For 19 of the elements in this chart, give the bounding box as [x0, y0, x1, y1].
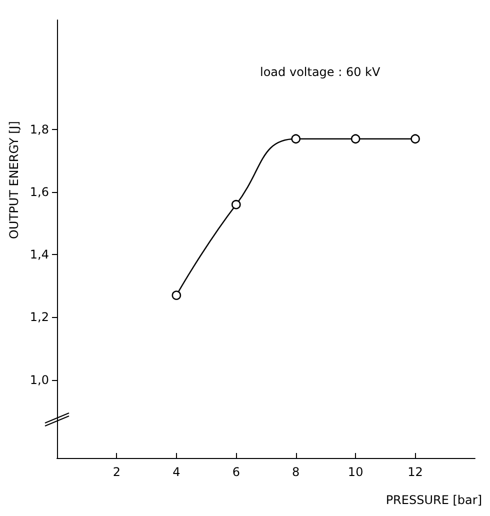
annotation: load voltage : 60 kV [260, 65, 381, 79]
x-tick-label: 6 [232, 465, 240, 479]
y-tick-label: 1,4 [30, 248, 49, 262]
y-tick-label: 1,2 [30, 310, 49, 324]
x-tick-label: 8 [292, 465, 300, 479]
point [410, 134, 420, 144]
x-tick-label: 12 [408, 465, 423, 479]
y-tick-label: 1,8 [30, 122, 49, 136]
point [350, 134, 360, 144]
point [172, 290, 182, 300]
y-tick-label: 1,6 [30, 185, 49, 200]
point [291, 134, 301, 144]
x-tick-label: 2 [112, 465, 121, 479]
y-tick-label: 1,0 [30, 372, 49, 387]
x-tick-label: 10 [348, 465, 364, 479]
point [232, 200, 241, 210]
x-axis-title: PRESSURE [bar] [386, 493, 482, 507]
x-tick-label: 4 [172, 465, 180, 479]
y-axis-title: OUTPUT ENERGY [J] [7, 121, 21, 239]
